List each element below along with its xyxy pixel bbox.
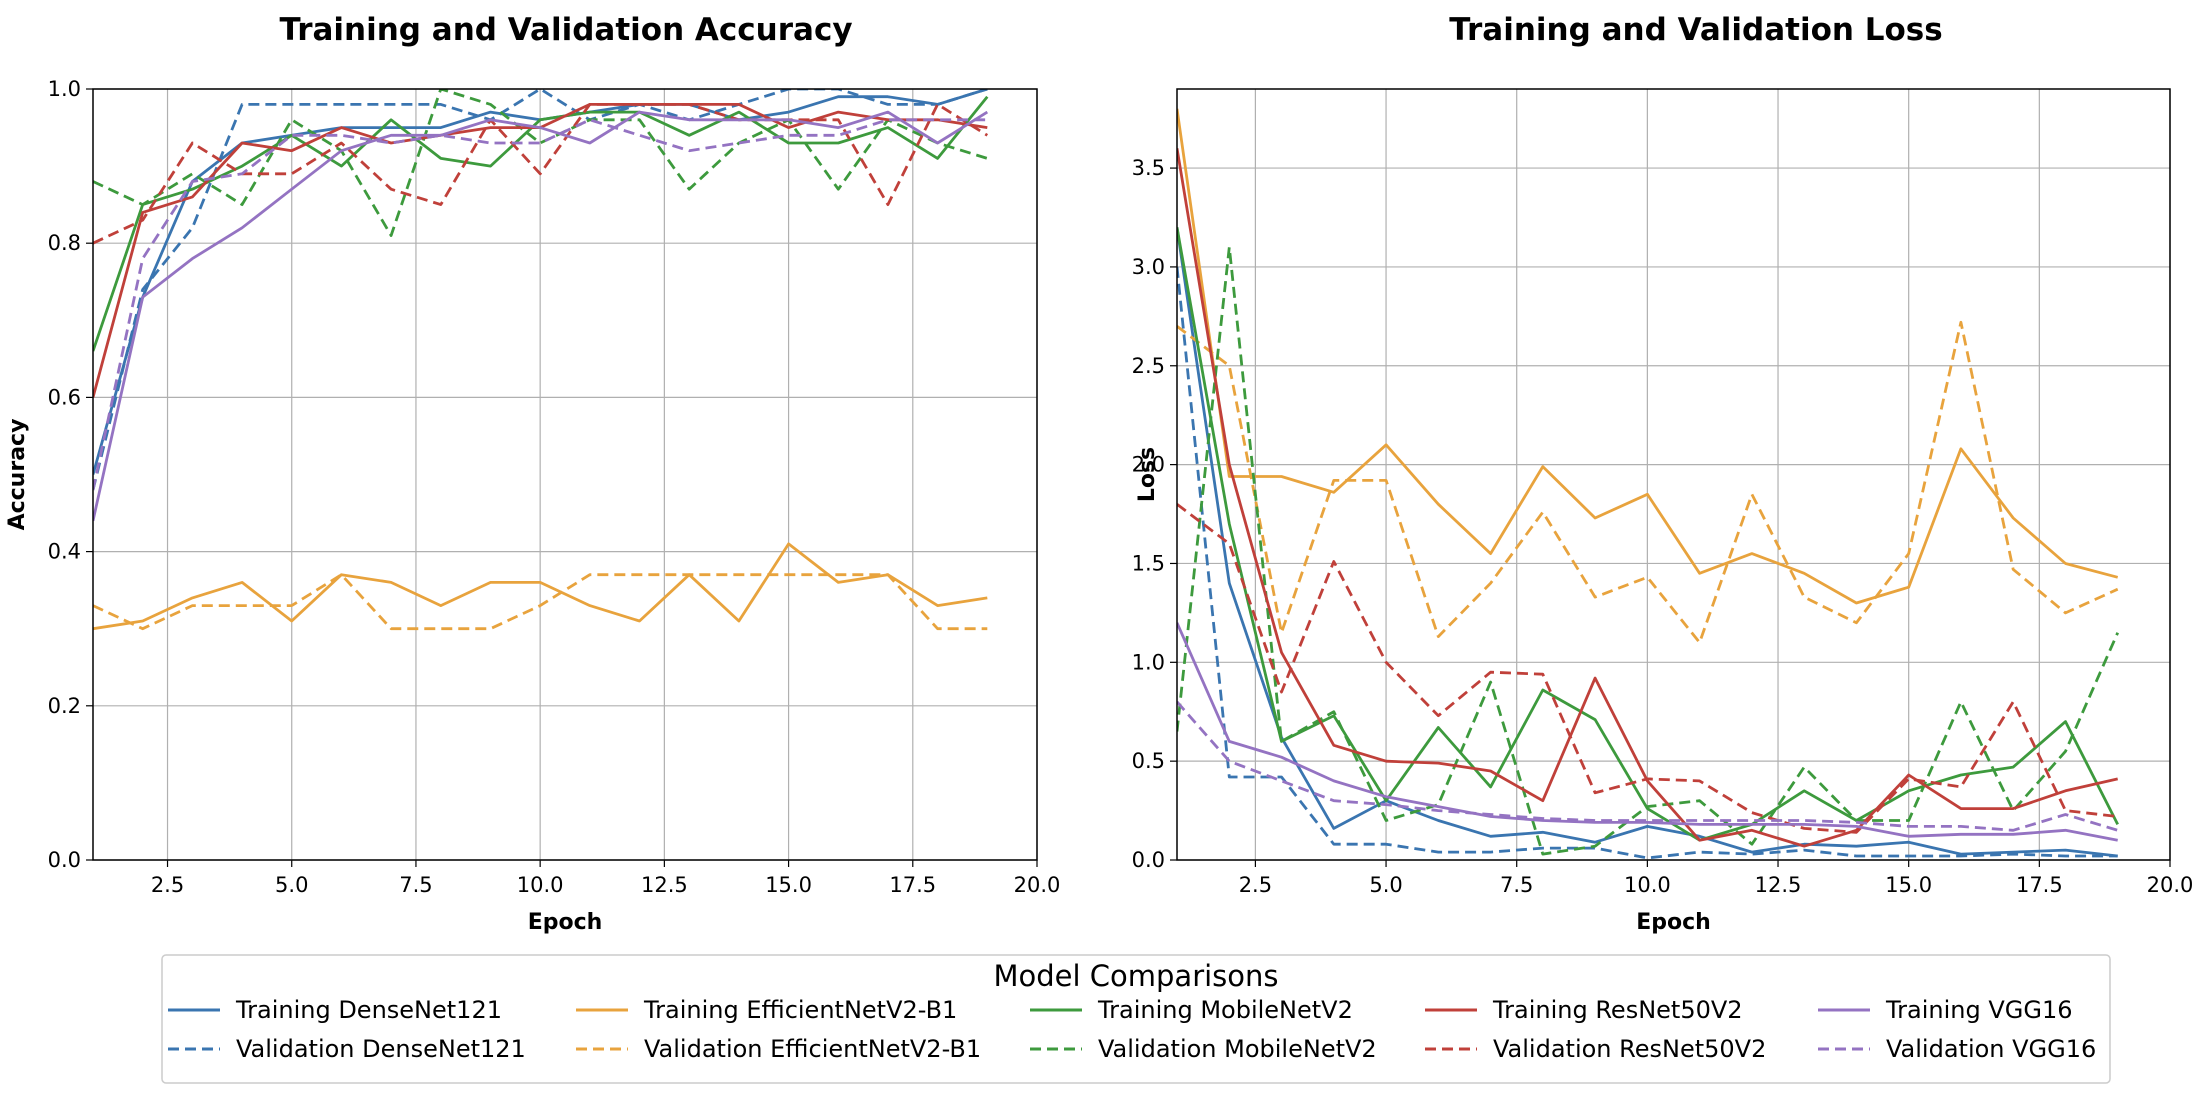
accuracy-x-tick-label: 2.5 bbox=[151, 873, 184, 897]
legend-label-training-resnet50v2: Training ResNet50V2 bbox=[1492, 996, 1743, 1024]
loss-x-tick-label: 15.0 bbox=[1885, 873, 1932, 897]
accuracy-series-group bbox=[93, 89, 989, 631]
loss-y-tick-label: 1.5 bbox=[1132, 551, 1165, 575]
legend-title: Model Comparisons bbox=[993, 959, 1278, 993]
accuracy-x-tick-label: 10.0 bbox=[517, 873, 564, 897]
loss-y-axis-label: Loss bbox=[1135, 447, 1160, 502]
accuracy-x-tick-label: 5.0 bbox=[275, 873, 308, 897]
loss-series-training-mobilenetv2 bbox=[1177, 227, 2119, 842]
legend-label-training-densenet121: Training DenseNet121 bbox=[235, 996, 502, 1024]
legend-label-training-vgg16: Training VGG16 bbox=[1885, 996, 2072, 1024]
loss-chart: Training and Validation Loss 2.5 5.0 7.5 10… bbox=[1132, 12, 2194, 935]
accuracy-series-validation-mobilenetv2 bbox=[93, 89, 988, 237]
loss-plot-frame bbox=[1176, 88, 2171, 861]
loss-series-group bbox=[1177, 108, 2119, 860]
accuracy-series-validation-efficientnetv2-b1 bbox=[93, 573, 988, 631]
accuracy-x-tick-label: 20.0 bbox=[1014, 873, 1061, 897]
loss-x-tick-label: 10.0 bbox=[1624, 873, 1671, 897]
accuracy-chart: Training and Validation Accuracy 2.5 5.0 7… bbox=[5, 12, 1060, 935]
accuracy-x-tick-label: 17.5 bbox=[889, 873, 936, 897]
loss-series-training-resnet50v2 bbox=[1177, 148, 2119, 848]
legend-label-validation-mobilenetv2: Validation MobileNetV2 bbox=[1098, 1035, 1377, 1063]
accuracy-y-tick-label: 1.0 bbox=[48, 77, 81, 101]
loss-y-tick-label: 3.5 bbox=[1132, 156, 1165, 180]
legend-label-training-mobilenetv2: Training MobileNetV2 bbox=[1097, 996, 1353, 1024]
loss-x-tick-label: 12.5 bbox=[1755, 873, 1802, 897]
legend-frame bbox=[161, 954, 2111, 1084]
loss-y-tick-label: 2.5 bbox=[1132, 354, 1165, 378]
loss-x-tick-label: 7.5 bbox=[1500, 873, 1533, 897]
accuracy-series-training-efficientnetv2-b1 bbox=[93, 542, 988, 631]
legend-label-validation-vgg16: Validation VGG16 bbox=[1886, 1035, 2096, 1063]
accuracy-x-tick-label: 7.5 bbox=[399, 873, 432, 897]
loss-series-training-efficientnetv2-b1 bbox=[1177, 108, 2119, 605]
accuracy-x-tick-label: 15.0 bbox=[765, 873, 812, 897]
loss-series-validation-efficientnetv2-b1 bbox=[1177, 320, 2119, 644]
legend: Model Comparisons Training DenseNet121 Tr… bbox=[161, 954, 2111, 1084]
accuracy-x-tick-label: 12.5 bbox=[641, 873, 688, 897]
loss-y-tick-label: 1.0 bbox=[1132, 650, 1165, 674]
loss-series-training-densenet121 bbox=[1177, 227, 2118, 858]
loss-series-validation-densenet121 bbox=[1177, 266, 2118, 860]
accuracy-y-tick-label: 0.2 bbox=[48, 694, 81, 718]
legend-label-validation-efficientnetv2-b1: Validation EfficientNetV2-B1 bbox=[644, 1035, 981, 1063]
loss-x-axis-label: Epoch bbox=[1636, 910, 1711, 935]
loss-x-tick-label: 2.5 bbox=[1239, 873, 1272, 897]
loss-y-tick-label: 0.5 bbox=[1132, 749, 1165, 773]
accuracy-series-training-mobilenetv2 bbox=[93, 95, 989, 352]
loss-y-tick-label: 0.0 bbox=[1132, 848, 1165, 872]
loss-chart-title: Training and Validation Loss bbox=[1449, 12, 1942, 48]
accuracy-plot-frame bbox=[92, 88, 1038, 861]
accuracy-y-tick-label: 0.6 bbox=[48, 385, 81, 409]
accuracy-y-tick-label: 0.0 bbox=[48, 848, 81, 872]
loss-series-validation-resnet50v2 bbox=[1177, 503, 2118, 834]
accuracy-y-tick-label: 0.4 bbox=[48, 540, 81, 564]
accuracy-series-validation-densenet121 bbox=[93, 89, 988, 491]
loss-series-validation-vgg16 bbox=[1177, 700, 2119, 832]
accuracy-y-tick-label: 0.8 bbox=[48, 231, 81, 255]
loss-x-tick-label: 17.5 bbox=[2016, 873, 2063, 897]
loss-y-tick-label: 2.0 bbox=[1132, 453, 1165, 477]
accuracy-y-axis-label: Accuracy bbox=[5, 419, 30, 531]
legend-label-validation-resnet50v2: Validation ResNet50V2 bbox=[1493, 1035, 1766, 1063]
loss-x-tick-label: 5.0 bbox=[1369, 873, 1402, 897]
legend-label-validation-densenet121: Validation DenseNet121 bbox=[236, 1035, 526, 1063]
loss-series-validation-mobilenetv2 bbox=[1177, 245, 2119, 856]
loss-x-tick-label: 20.0 bbox=[2147, 873, 2194, 897]
loss-series-training-vgg16 bbox=[1177, 622, 2118, 842]
accuracy-series-validation-vgg16 bbox=[93, 118, 988, 491]
accuracy-series-training-vgg16 bbox=[93, 110, 989, 522]
legend-label-training-efficientnetv2-b1: Training EfficientNetV2-B1 bbox=[643, 996, 957, 1024]
accuracy-x-axis-label: Epoch bbox=[528, 910, 603, 935]
loss-y-tick-label: 3.0 bbox=[1132, 255, 1165, 279]
accuracy-chart-title: Training and Validation Accuracy bbox=[279, 12, 852, 48]
